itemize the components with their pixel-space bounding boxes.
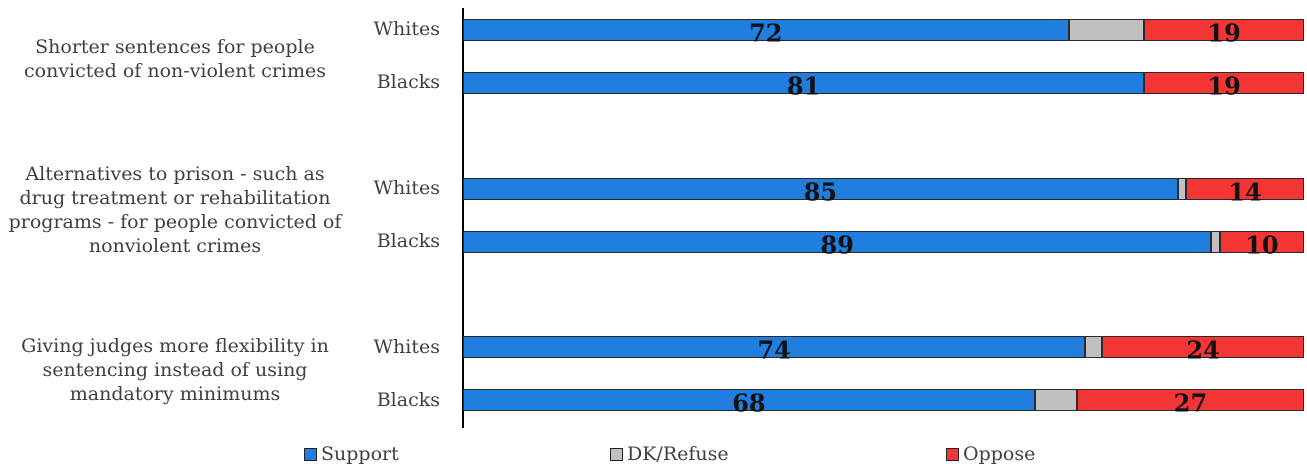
data-label-oppose: 27 [1173, 388, 1208, 418]
legend-label-support: Support [321, 443, 399, 465]
data-label-support: 68 [732, 388, 766, 418]
bar-segment-oppose [1076, 389, 1304, 411]
group-label-shorter-sentences: Shorter sentences for people convicted o… [24, 36, 326, 82]
data-label-oppose: 24 [1186, 335, 1220, 365]
legend-item-support: Support [304, 443, 399, 465]
row-label: Whites [373, 18, 440, 40]
data-label-oppose: 19 [1207, 18, 1241, 48]
data-label-support: 89 [820, 230, 854, 260]
legend-swatch-support [304, 447, 317, 461]
group-label-alternatives-to-prison: Alternatives to prison - such as drug tr… [8, 163, 342, 257]
legend-item-oppose: Oppose [946, 443, 1035, 465]
row-label: Blacks [376, 389, 440, 411]
row-label: Blacks [376, 71, 440, 93]
legend-swatch-oppose [946, 447, 959, 461]
bar-segment-dk [1085, 336, 1103, 358]
category-axis-line [462, 8, 464, 428]
row-label: Whites [373, 336, 440, 358]
bar-segment-dk [1034, 389, 1077, 411]
bar-segment-support [463, 178, 1178, 200]
bar-segment-support [463, 231, 1212, 253]
legend-item-dk-refuse: DK/Refuse [610, 443, 729, 465]
row-label: Blacks [376, 230, 440, 252]
group-label-judges-flexibility: Giving judges more flexibility in senten… [21, 335, 329, 405]
legend-swatch-dk-refuse [610, 447, 623, 461]
legend-label-dk-refuse: DK/Refuse [627, 443, 729, 465]
bar-segment-oppose [1186, 178, 1304, 200]
bar-segment-dk [1068, 19, 1145, 41]
bar-segment-oppose [1144, 72, 1304, 94]
data-label-support: 81 [786, 71, 821, 101]
bar-segment-support [463, 389, 1035, 411]
row-label: Whites [373, 177, 440, 199]
bar-segment-oppose [1144, 19, 1304, 41]
bar-segment-oppose [1102, 336, 1304, 358]
data-label-support: 74 [757, 335, 791, 365]
bar-segment-dk [1211, 231, 1220, 253]
bar-segment-support [463, 19, 1069, 41]
bar-segment-oppose [1219, 231, 1304, 253]
data-label-oppose: 19 [1207, 71, 1241, 101]
bar-segment-dk [1177, 178, 1187, 200]
data-label-support: 85 [803, 177, 838, 207]
bar-segment-support [463, 72, 1145, 94]
legend-label-oppose: Oppose [963, 443, 1036, 465]
data-label-oppose: 14 [1228, 177, 1262, 207]
data-label-oppose: 10 [1245, 230, 1279, 260]
bar-segment-support [463, 336, 1086, 358]
data-label-support: 72 [749, 18, 783, 48]
